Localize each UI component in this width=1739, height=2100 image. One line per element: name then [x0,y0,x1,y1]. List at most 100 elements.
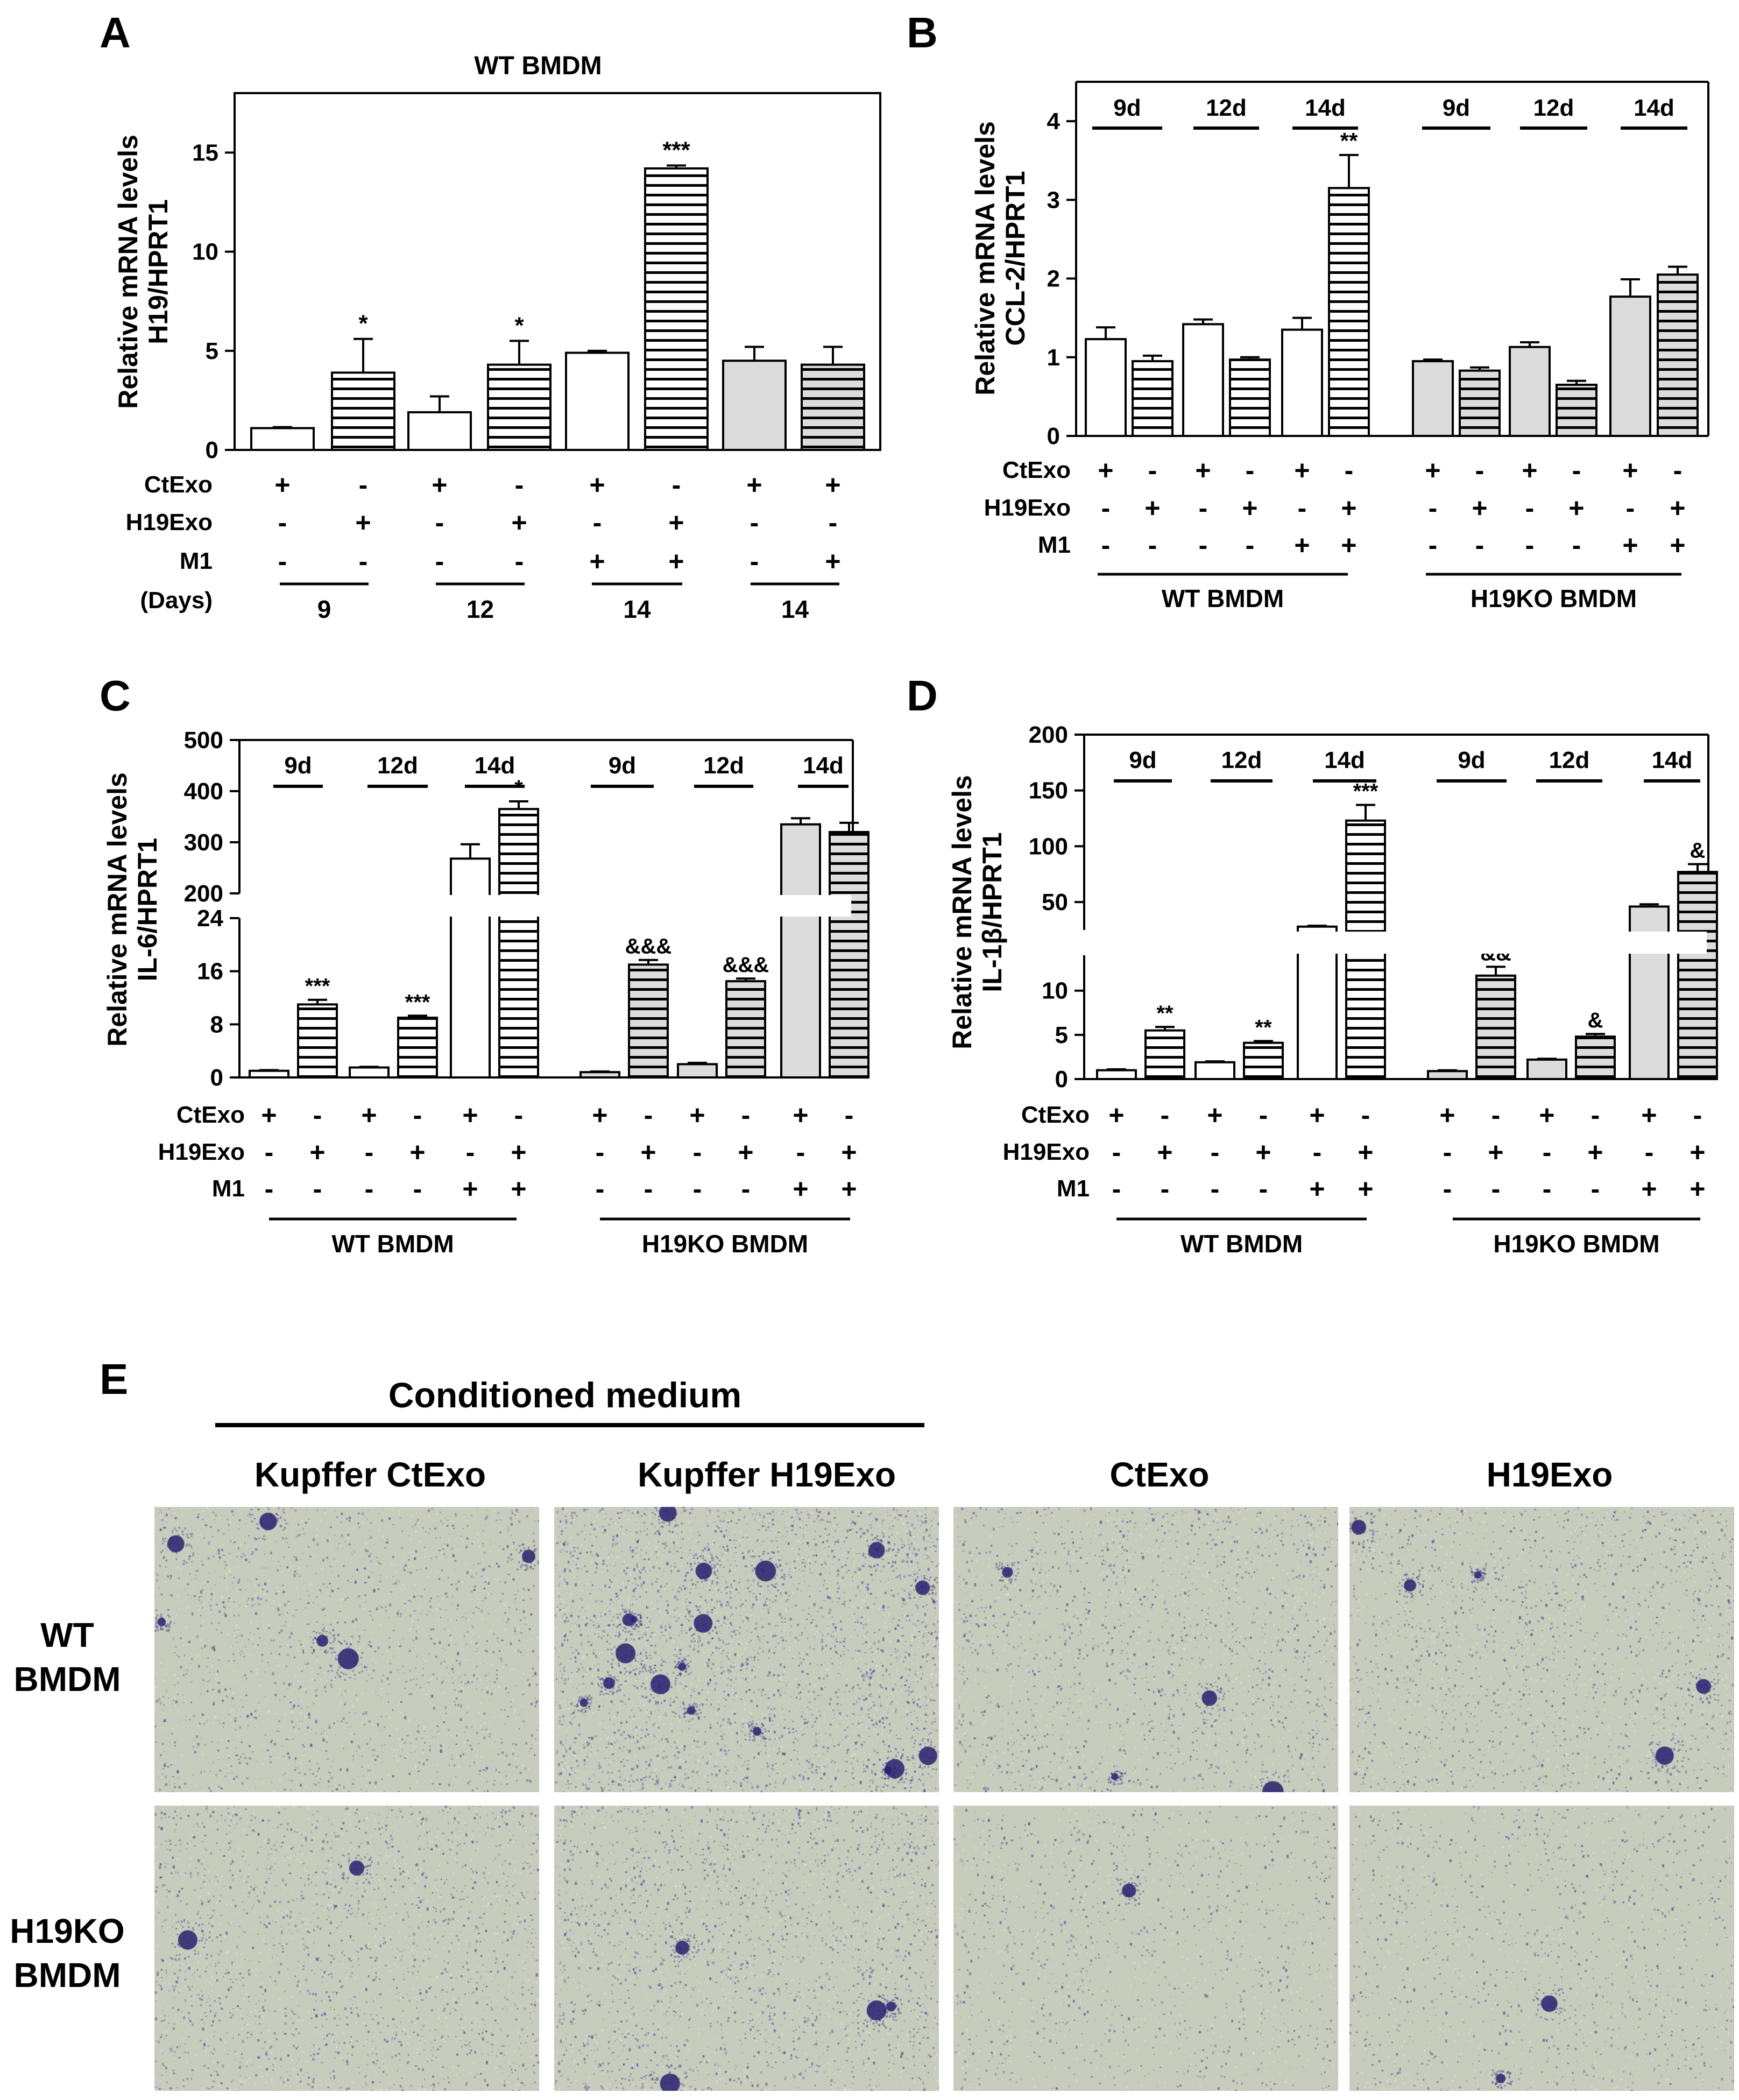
column-label: H19Exo [1487,1455,1613,1494]
micrograph-r1-c3 [1349,1806,1734,2091]
y-tick-label: 10 [192,239,218,265]
axis-break-gap [241,895,851,917]
sign-m1: - [1211,1174,1220,1204]
sign-ctexo: - [741,1100,751,1130]
y-tick-label: 200 [184,880,223,907]
sign-m1: - [1199,530,1208,560]
sign-m1: - [359,546,368,576]
sign-m1: + [841,1174,857,1204]
y-tick-label: 2 [1047,266,1060,292]
sign-h19exo: + [640,1137,656,1167]
sign-h19exo: - [278,508,287,538]
sign-ctexo: - [1491,1100,1501,1130]
sign-h19exo: + [511,508,527,538]
significance-label: & [1690,839,1706,863]
day-label: 14d [1634,95,1674,121]
bar [1144,1029,1185,1080]
y-tick-label: 3 [1047,187,1060,213]
y-tick-label: 400 [184,778,223,805]
bar [722,360,787,451]
bar [1459,369,1501,437]
bar [1509,346,1551,437]
row-label-m1: M1 [180,548,213,574]
sign-h19exo: - [365,1137,374,1167]
sign-m1: - [741,1174,751,1204]
sign-m1: - [1246,530,1255,560]
y-axis-label: Relative mRNA levels [970,121,1000,396]
sign-h19exo: + [738,1137,753,1167]
significance-label: ** [1156,1002,1174,1025]
y-tick-label: 1 [1047,344,1060,371]
sign-m1: - [1591,1174,1600,1204]
day-label: 14d [1305,95,1346,121]
y-tick-label: 15 [192,140,218,166]
row-label: BMDM [13,1956,121,1995]
sign-h19exo: - [1443,1137,1452,1167]
sign-m1: + [1689,1174,1705,1204]
y-tick-label: 8 [210,1011,223,1038]
y-tick-label: 150 [1029,778,1068,804]
bar [1085,338,1127,437]
y-tick-label: 100 [1029,833,1068,859]
significance-label: * [514,312,524,339]
day-label: 9d [284,752,312,779]
sign-h19exo: + [841,1137,857,1167]
sign-m1: - [750,546,759,576]
day-label: 9d [1458,747,1485,773]
sign-ctexo: + [746,470,762,500]
sign-h19exo: - [750,508,759,538]
sign-m1: + [1294,530,1310,560]
sign-m1: - [693,1174,702,1204]
sign-ctexo: + [462,1100,478,1130]
axis-break-gap [1086,932,1707,954]
row-label-m1: M1 [1057,1175,1090,1202]
day-label: 9d [609,752,636,779]
bar [725,980,766,1079]
row-label-m1: M1 [1038,532,1071,558]
y-tick-label: 10 [1042,978,1068,1004]
sign-m1: - [278,546,287,576]
sign-m1: - [265,1174,274,1204]
sign-m1: - [313,1174,322,1204]
day-label: 12d [1549,747,1590,773]
bar [1556,383,1597,438]
y-tick-label: 0 [1055,1066,1068,1093]
bar [829,831,869,1079]
day-group-label: 9 [317,595,331,623]
significance-label: *** [405,990,430,1014]
significance-label: ** [1255,1016,1272,1039]
sign-m1: + [825,546,840,576]
sign-ctexo: + [1622,455,1638,485]
day-group-label: 14 [623,595,651,623]
micrograph-r0-c1 [554,1507,939,1792]
sign-ctexo: - [1345,455,1354,485]
sign-m1: - [1491,1174,1501,1204]
bar [397,1017,438,1079]
sign-m1: + [1622,530,1638,560]
column-label: Kupffer CtExo [255,1455,486,1494]
sign-h19exo: + [511,1137,526,1167]
sign-ctexo: + [1641,1100,1657,1130]
sign-h19exo: + [1488,1137,1503,1167]
sign-m1: + [1341,530,1356,560]
column-label: CtExo [1110,1455,1210,1494]
y-axis-label: Relative mRNA levels [947,775,977,1049]
day-label: 12d [1221,747,1262,773]
sign-ctexo: + [589,470,605,500]
micrograph-r0-c0 [154,1507,539,1792]
conditioned-medium-header: Conditioned medium [388,1375,741,1415]
significance-label: ** [1340,128,1358,153]
panel-letter-d: D [907,672,938,720]
sign-h19exo: - [1429,493,1438,523]
sign-ctexo: - [1475,455,1484,485]
row-label: H19KO [10,1912,124,1950]
sign-m1: + [462,1174,478,1204]
group-label: H19KO BMDM [1493,1230,1659,1258]
sign-h19exo: + [1341,493,1356,523]
bar [1194,1061,1235,1081]
sign-m1: + [793,1174,808,1204]
sign-h19exo: - [593,508,602,538]
sign-ctexo: + [1539,1100,1554,1130]
sign-m1: - [515,546,524,576]
